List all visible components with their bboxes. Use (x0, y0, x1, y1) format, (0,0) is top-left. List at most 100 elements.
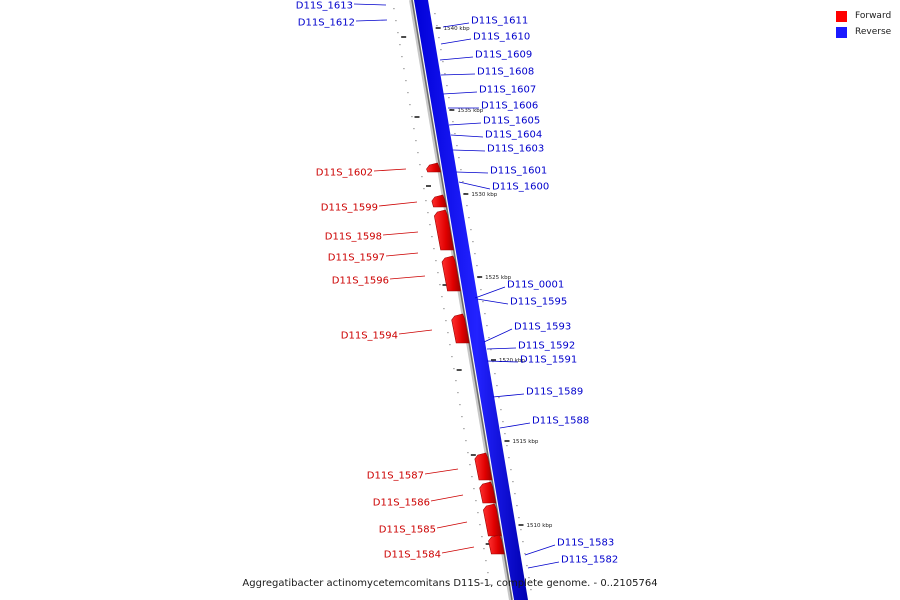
forward-gene-label[interactable]: D11S_1599 (321, 203, 378, 214)
legend-forward-label: Forward (855, 11, 892, 21)
forward-gene-label[interactable]: D11S_1584 (384, 550, 441, 561)
minor-tick (492, 361, 494, 363)
forward-gene-block (479, 481, 497, 504)
reverse-gene-label[interactable]: D11S_1606 (481, 101, 538, 112)
minor-tick (466, 205, 468, 207)
reverse-gene-label[interactable]: D11S_1603 (487, 144, 544, 155)
forward-gene-label[interactable]: D11S_1597 (328, 253, 385, 264)
genome-caption: Aggregatibacter actinomycetemcomitans D1… (242, 578, 658, 589)
minor-tick (514, 493, 516, 495)
minor-tick (504, 433, 506, 435)
minor-tick (439, 284, 441, 286)
minor-tick (403, 68, 405, 70)
reverse-gene-leader (499, 422, 531, 429)
forward-gene-leader (436, 521, 468, 529)
minor-tick (483, 548, 485, 550)
scale-label: 1525 kbp (485, 275, 511, 281)
minor-tick (433, 248, 435, 250)
legend-reverse: Reverse (836, 25, 898, 39)
reverse-gene-leader (442, 91, 478, 95)
minor-tick (446, 85, 448, 87)
minor-tick (470, 229, 472, 231)
reverse-gene-leader (442, 22, 470, 28)
reverse-gene-label[interactable]: D11S_1605 (483, 116, 540, 127)
reverse-gene-label[interactable]: D11S_1593 (514, 322, 571, 333)
reverse-gene-label[interactable]: D11S_1609 (475, 50, 532, 61)
reverse-gene-leader (439, 56, 474, 61)
minor-tick (488, 337, 490, 339)
minor-tick (419, 164, 421, 166)
forward-gene-label[interactable]: D11S_1585 (379, 525, 436, 536)
minor-tick (512, 481, 514, 483)
forward-gene-label[interactable]: D11S_1586 (373, 498, 430, 509)
reverse-gene-label[interactable]: D11S_1589 (526, 387, 583, 398)
scale-label: 1535 kbp (457, 108, 483, 114)
reverse-gene-label[interactable]: D11S_1588 (532, 416, 589, 427)
forward-gene-label[interactable]: D11S_1598 (325, 232, 382, 243)
reverse-gene-label[interactable]: D11S_1610 (473, 32, 530, 43)
forward-gene-label[interactable]: D11S_1612 (298, 18, 355, 29)
forward-gene-label[interactable]: D11S_1596 (332, 276, 389, 287)
minor-tick (444, 73, 446, 75)
minor-tick (506, 445, 508, 447)
minor-tick (460, 169, 462, 171)
minor-tick (494, 373, 496, 375)
reverse-gene-label[interactable]: D11S_1608 (477, 67, 534, 78)
forward-gene-leader (378, 201, 418, 207)
minor-tick (472, 241, 474, 243)
minor-tick (463, 428, 465, 430)
reverse-gene-label[interactable]: D11S_1607 (479, 85, 536, 96)
forward-gene-leader (385, 252, 419, 257)
forward-gene-label[interactable]: D11S_1613 (296, 1, 353, 12)
reverse-gene-label[interactable]: D11S_1611 (471, 16, 528, 27)
reverse-gene-label[interactable]: D11S_1595 (510, 297, 567, 308)
reverse-gene-leader (486, 360, 519, 363)
minor-tick (411, 116, 413, 118)
forward-gene-label[interactable]: D11S_1594 (341, 331, 398, 342)
reverse-gene-leader (452, 149, 486, 152)
minor-tick (440, 49, 442, 51)
forward-gene-block (434, 209, 455, 251)
reverse-gene-label[interactable]: D11S_1592 (518, 341, 575, 352)
reverse-gene-label[interactable]: D11S_0001 (507, 280, 564, 291)
scale-label: 1510 kbp (527, 523, 553, 529)
reverse-gene-label[interactable]: D11S_1600 (492, 182, 549, 193)
minor-tick (480, 289, 482, 291)
minor-tick (489, 584, 491, 586)
minor-tick (443, 308, 445, 310)
scale-label: 1515 kbp (513, 439, 539, 445)
minor-tick (461, 416, 463, 418)
forward-gene-label[interactable]: D11S_1587 (367, 471, 424, 482)
forward-gene-block (451, 313, 470, 344)
minor-tick (409, 104, 411, 106)
minor-tick (475, 500, 477, 502)
minor-tick (451, 356, 453, 358)
reverse-gene-label[interactable]: D11S_1601 (490, 166, 547, 177)
minor-tick (431, 236, 433, 238)
reverse-gene-label[interactable]: D11S_1604 (485, 130, 542, 141)
minor-tick (490, 349, 492, 351)
forward-gene-leader (353, 3, 387, 6)
forward-gene-leader (424, 468, 459, 475)
minor-tick (496, 385, 498, 387)
reverse-gene-label[interactable]: D11S_1582 (561, 555, 618, 566)
minor-tick (522, 541, 524, 543)
minor-tick (395, 20, 397, 22)
minor-tick (421, 176, 423, 178)
minor-tick (441, 296, 443, 298)
forward-gene-block (474, 452, 493, 481)
forward-gene-label[interactable]: D11S_1602 (316, 168, 373, 179)
minor-tick (482, 301, 484, 303)
forward-gene-leader (373, 168, 407, 172)
forward-swatch (836, 10, 847, 22)
reverse-gene-leader (450, 134, 484, 138)
minor-tick (518, 517, 520, 519)
minor-tick (477, 512, 479, 514)
reverse-gene-label[interactable]: D11S_1583 (557, 538, 614, 549)
reverse-gene-label[interactable]: D11S_1591 (520, 355, 577, 366)
minor-tick (405, 80, 407, 82)
minor-tick (427, 212, 429, 214)
scale-label: 1540 kbp (444, 26, 470, 32)
minor-tick (457, 392, 459, 394)
